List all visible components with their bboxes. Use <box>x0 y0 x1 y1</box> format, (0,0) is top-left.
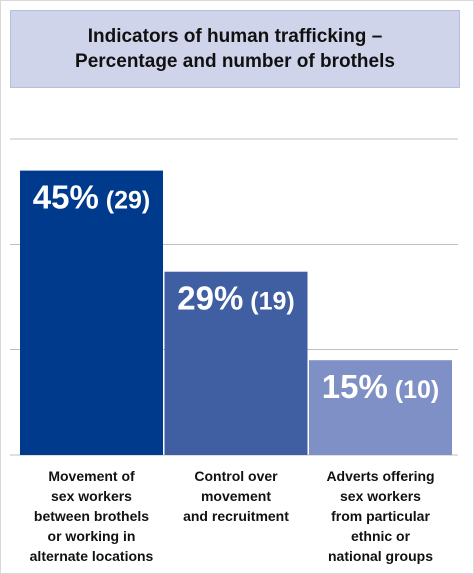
category-label-line: Control over <box>194 468 278 484</box>
category-label-line: movement <box>201 488 271 504</box>
category-label-line: Movement of <box>48 468 135 484</box>
chart-title-line-1: Indicators of human trafficking – <box>87 26 383 47</box>
bar <box>164 271 308 455</box>
category-label-line: and recruitment <box>183 508 289 524</box>
bar-data-label: 45% (29) <box>33 179 150 216</box>
bar-percent-label: 45% <box>33 179 99 216</box>
chart-title-box: Indicators of human trafficking – Percen… <box>10 10 460 88</box>
category-label-line: sex workers <box>340 488 421 504</box>
category-label-line: national groups <box>328 548 433 564</box>
category-label-line: from particular <box>331 508 430 524</box>
category-label-line: alternate locations <box>30 548 154 564</box>
category-label-line: ethnic or <box>351 528 411 544</box>
bar-count-label: (29) <box>99 187 150 215</box>
bar-percent-label: 15% <box>322 368 388 405</box>
category-label-line: or working in <box>48 528 136 544</box>
category-label-line: sex workers <box>51 488 132 504</box>
bar-data-label: 29% (19) <box>177 280 294 317</box>
bar <box>309 360 452 455</box>
category-label: Adverts offering sex workers from particul… <box>326 468 434 564</box>
category-label-line: Adverts offering <box>326 468 434 484</box>
bar-count-label: (10) <box>388 376 439 404</box>
bar-data-label: 15% (10) <box>322 368 439 405</box>
category-label: Movement of sex workers between brothels or… <box>30 468 154 564</box>
bar-percent-label: 29% <box>177 280 243 317</box>
bar-count-label: (19) <box>243 288 294 316</box>
bar <box>20 170 163 455</box>
chart-title-line-2: Percentage and number of brothels <box>75 51 395 72</box>
category-label: Control over movement and recruitment <box>183 468 289 524</box>
category-label-line: between brothels <box>34 508 149 524</box>
